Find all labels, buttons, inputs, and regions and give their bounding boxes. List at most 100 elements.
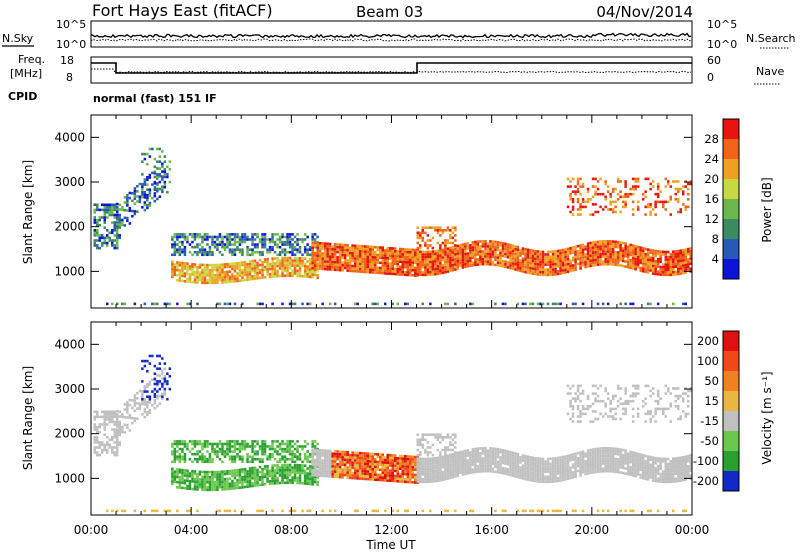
velocity-cell — [351, 456, 354, 459]
velocity-cell — [431, 457, 435, 460]
power-cell — [471, 246, 475, 249]
power-cell — [233, 233, 237, 236]
velocity-cell — [98, 425, 101, 429]
velocity-cell — [561, 460, 565, 464]
velocity-cell — [551, 480, 555, 483]
power-cell — [559, 249, 562, 252]
power-cell — [271, 235, 274, 239]
power-cell — [494, 248, 497, 251]
power-cell — [303, 248, 307, 251]
power-cell — [353, 247, 357, 250]
velocity-cell — [501, 454, 505, 457]
power-cell — [163, 175, 167, 179]
velocity-cell — [158, 354, 162, 358]
power-cell — [171, 275, 174, 279]
power-cell — [662, 263, 665, 266]
velocity-cell — [429, 467, 432, 471]
power-cell — [621, 257, 625, 260]
power-cell — [667, 273, 670, 277]
power-cell — [581, 253, 585, 257]
power-cell — [576, 255, 580, 258]
velocity-cell — [191, 477, 194, 481]
power-cell — [211, 271, 214, 274]
velocity-cell — [414, 465, 417, 469]
power-cell — [98, 218, 101, 222]
velocity-cell — [556, 477, 560, 480]
velocity-cell — [323, 462, 327, 465]
velocity-cell — [466, 459, 470, 462]
velocity-cell — [499, 448, 502, 452]
power-cell — [331, 248, 334, 251]
power-cell — [571, 264, 575, 267]
power-cell — [576, 257, 580, 261]
velocity-cell — [233, 445, 237, 448]
power-cell — [271, 233, 274, 236]
power-cell — [481, 260, 485, 263]
velocity-cell — [358, 456, 362, 460]
power-cell — [173, 245, 177, 249]
velocity-cell — [361, 472, 364, 475]
velocity-cell — [251, 455, 254, 458]
power-cell — [328, 252, 332, 256]
velocity-cell — [514, 475, 517, 478]
velocity-cell — [143, 410, 147, 414]
power-cell — [416, 246, 419, 250]
velocity-cell — [158, 380, 162, 383]
velocity-cell — [143, 390, 147, 393]
velocity-cell — [519, 474, 522, 477]
velocity-cell — [146, 390, 149, 393]
power-cell — [123, 196, 127, 199]
velocity-cell — [286, 440, 289, 443]
velocity-cell — [316, 469, 319, 472]
velocity-cell — [311, 473, 314, 477]
power-cell — [296, 259, 299, 262]
velocity-cell — [238, 486, 242, 489]
power-cell — [546, 263, 550, 266]
power-cell — [233, 248, 237, 251]
power-cell — [283, 248, 287, 251]
power-cell — [351, 246, 354, 250]
velocity-cell — [534, 459, 537, 462]
power-cell — [389, 264, 392, 268]
power-cell — [263, 238, 267, 241]
power-cell — [494, 253, 497, 256]
power-cell — [226, 243, 229, 246]
power-cell — [311, 270, 314, 274]
power-cell — [601, 247, 605, 251]
velocity-cell — [178, 442, 182, 446]
power-cell — [346, 254, 349, 257]
power-cell — [311, 268, 314, 271]
velocity-cell — [251, 466, 254, 470]
power-cell — [153, 175, 157, 179]
power-cell — [311, 266, 314, 270]
power-cell — [188, 302, 192, 306]
velocity-cell — [409, 473, 412, 476]
velocity-cell — [326, 467, 329, 470]
power-cell — [118, 213, 121, 217]
velocity-cell — [504, 469, 507, 473]
power-cell — [218, 273, 222, 277]
power-cell — [589, 264, 592, 268]
power-cell — [476, 250, 480, 254]
power-cell — [629, 251, 632, 254]
power-cell — [616, 240, 620, 244]
velocity-cell — [181, 486, 184, 490]
power-cell — [654, 267, 657, 271]
power-cell — [321, 254, 324, 258]
velocity-cell — [253, 452, 257, 456]
velocity-cell — [501, 449, 505, 452]
power-cell — [291, 243, 294, 246]
power-cell — [401, 260, 404, 264]
velocity-cell — [251, 457, 254, 461]
velocity-cell — [546, 457, 550, 461]
power-cell — [206, 253, 209, 257]
velocity-cell — [241, 460, 244, 464]
power-cell — [246, 235, 249, 239]
power-cell — [456, 244, 460, 248]
power-cell — [326, 268, 329, 271]
power-cell — [313, 254, 317, 257]
power-cell — [596, 192, 600, 196]
velocity-cell — [561, 468, 565, 472]
power-cell — [576, 190, 580, 193]
power-cell — [238, 264, 242, 267]
